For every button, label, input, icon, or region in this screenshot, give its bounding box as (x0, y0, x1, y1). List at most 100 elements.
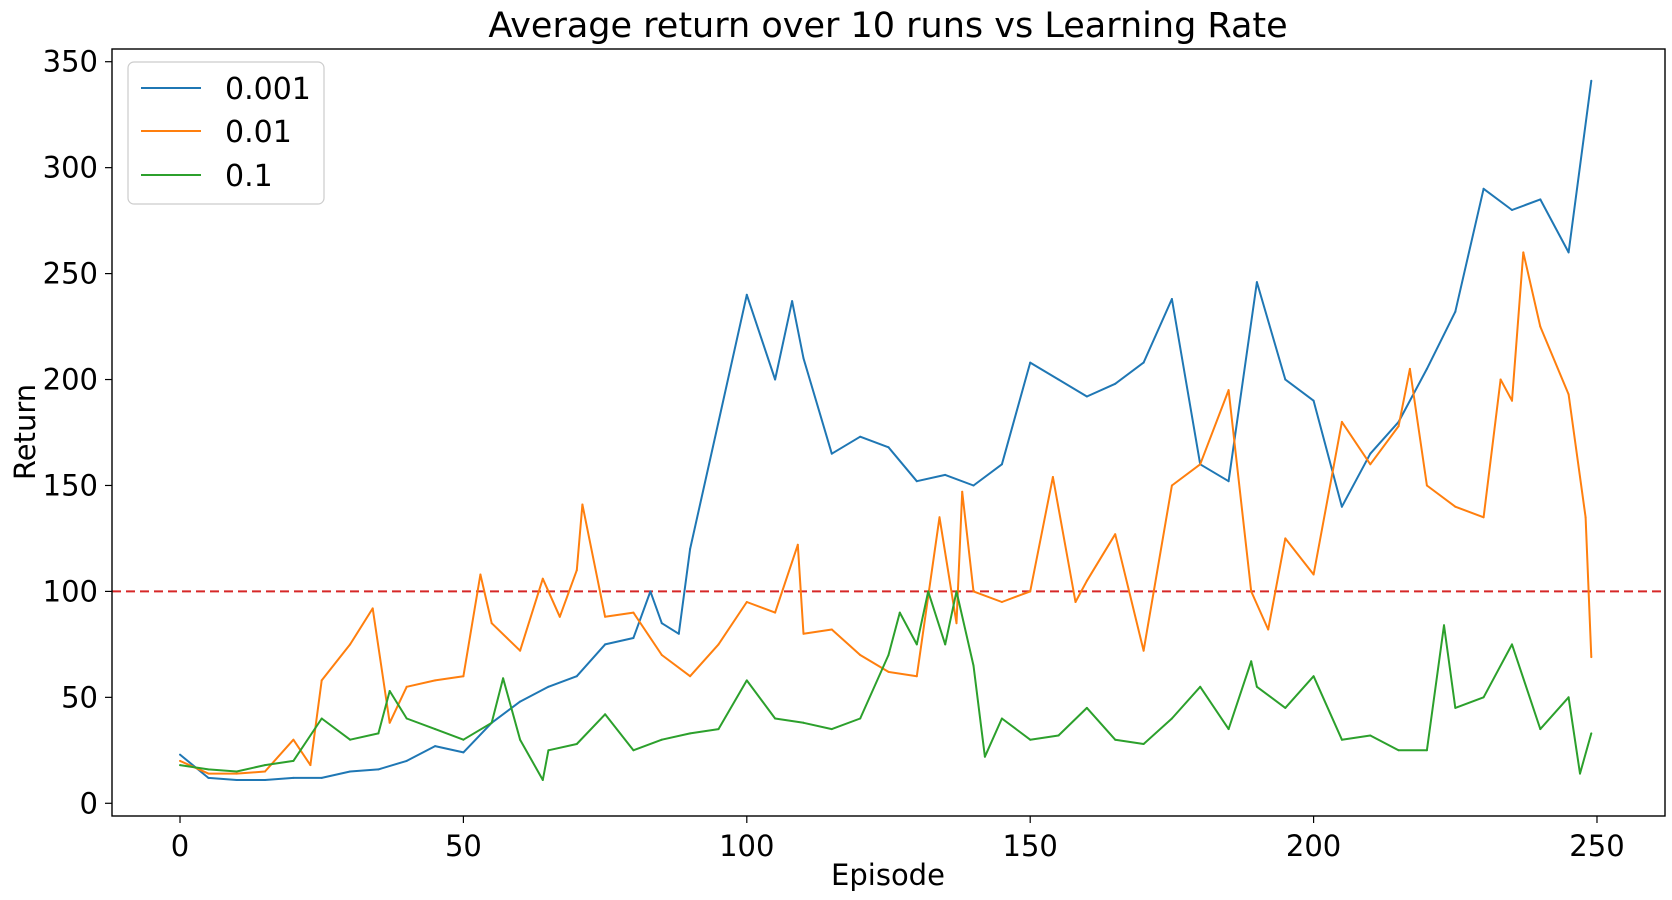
data-point (1511, 399, 1513, 402)
chart-title: Average return over 10 runs vs Learning … (488, 6, 1287, 46)
data-point (887, 446, 890, 449)
data-point (1029, 361, 1032, 364)
data-point (1284, 378, 1287, 381)
data-point (604, 713, 607, 716)
data-point (405, 717, 408, 720)
data-point (1057, 734, 1060, 737)
data-point (1539, 325, 1542, 328)
y-tick-label: 50 (61, 680, 98, 714)
x-tick-label: 150 (1003, 829, 1058, 863)
data-point (377, 768, 380, 771)
data-point (179, 753, 181, 756)
data-point (887, 654, 890, 656)
data-point (972, 590, 975, 593)
data-point (320, 679, 323, 682)
series-line-0.001 (179, 80, 1593, 781)
data-point (292, 759, 295, 762)
legend-label-0: 0.001 (225, 72, 311, 107)
data-point (1443, 624, 1445, 627)
data-point (774, 611, 777, 614)
data-point (1085, 579, 1088, 582)
data-point (462, 675, 465, 678)
data-point (1454, 706, 1457, 709)
data-point (1340, 505, 1343, 508)
legend-box (127, 61, 325, 205)
data-point (1590, 79, 1593, 82)
data-point (1142, 743, 1145, 745)
data-point (915, 675, 918, 678)
data-point (349, 738, 352, 741)
data-point (1142, 649, 1145, 652)
data-point (1312, 399, 1315, 402)
data-point (462, 738, 465, 741)
data-point (830, 628, 833, 631)
data-point (660, 738, 663, 741)
y-tick-label: 100 (43, 574, 98, 608)
data-point (1397, 425, 1400, 428)
data-point (1074, 601, 1077, 603)
data-point (972, 664, 975, 667)
data-point (1425, 367, 1428, 370)
plot-frame (111, 48, 1666, 817)
data-point (830, 728, 833, 731)
data-point (1369, 452, 1372, 455)
data-point (1539, 198, 1542, 201)
data-point (1199, 685, 1202, 688)
data-point (774, 378, 777, 381)
ticks-group: 0 50 100 150 200 250 0 50 100 150 200 250 300 350 (43, 45, 1625, 863)
y-tick-label: 200 (43, 363, 98, 397)
data-point (1482, 696, 1485, 699)
data-point (796, 543, 799, 546)
data-point (292, 776, 295, 779)
data-point (1397, 749, 1400, 752)
data-point (490, 721, 493, 724)
legend-label-1: 0.01 (225, 115, 292, 150)
data-point (1284, 706, 1287, 709)
data-point (802, 632, 805, 635)
data-point (1114, 738, 1117, 741)
data-point (1312, 573, 1315, 576)
data-point (1227, 728, 1230, 731)
data-point (859, 435, 862, 438)
legend-label-2: 0.1 (225, 159, 273, 194)
data-point (927, 590, 930, 593)
data-point (802, 357, 805, 360)
data-point (405, 759, 408, 762)
data-point (1057, 378, 1060, 381)
data-point (547, 749, 550, 752)
data-point (541, 577, 544, 580)
data-point (1000, 601, 1003, 603)
data-point (1584, 516, 1587, 519)
data-point (1284, 537, 1287, 540)
data-point (859, 654, 862, 656)
data-point (1170, 298, 1173, 300)
data-point (1255, 281, 1258, 284)
x-tick-label: 250 (1569, 829, 1624, 863)
data-point (1340, 738, 1343, 741)
data-point (944, 473, 947, 476)
data-point (309, 764, 312, 767)
data-point (660, 622, 663, 625)
data-point (1539, 728, 1542, 731)
data-point (898, 611, 901, 614)
data-point (575, 569, 578, 572)
series-group (179, 79, 1593, 781)
data-point (1511, 643, 1513, 646)
data-point (802, 721, 805, 724)
data-point (938, 516, 941, 519)
data-point (519, 649, 522, 652)
data-point (830, 452, 833, 455)
data-point (649, 590, 652, 593)
y-tick-label: 0 (80, 786, 98, 820)
y-tick-label: 350 (43, 45, 98, 79)
data-point (207, 776, 210, 779)
data-point (717, 643, 720, 646)
data-point (1312, 675, 1315, 678)
data-point (349, 770, 352, 773)
data-point (887, 670, 890, 673)
data-point (1499, 378, 1502, 381)
data-point (1567, 696, 1570, 699)
data-point (1170, 717, 1173, 720)
data-point (434, 679, 437, 682)
data-point (541, 779, 544, 781)
